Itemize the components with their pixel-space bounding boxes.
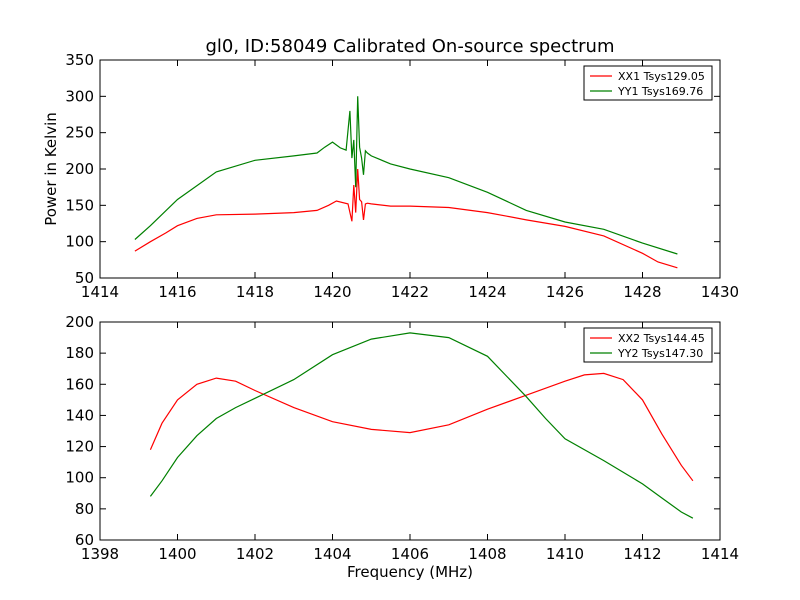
x-tick-label: 1410 <box>546 545 584 563</box>
chart-title: gl0, ID:58049 Calibrated On-source spect… <box>205 36 614 57</box>
y-tick-label: 200 <box>65 313 94 331</box>
x-tick-label: 1398 <box>81 545 119 563</box>
y-tick-label: 120 <box>65 438 94 456</box>
x-tick-label: 1404 <box>313 545 351 563</box>
x-tick-label: 1400 <box>158 545 196 563</box>
legend-label: YY2 Tsys147.30 <box>617 347 703 360</box>
legend-label: YY1 Tsys169.76 <box>617 85 703 98</box>
y-tick-label: 150 <box>65 196 94 214</box>
legend: XX1 Tsys129.05 YY1 Tsys169.76 <box>583 65 713 101</box>
x-tick-label: 1426 <box>546 283 584 301</box>
legend-label: XX2 Tsys144.45 <box>618 332 705 345</box>
legend-box <box>583 327 713 363</box>
x-tick-label: 1420 <box>313 283 351 301</box>
y-tick-label: 350 <box>65 51 94 69</box>
y-tick-label: 60 <box>75 531 94 549</box>
y-tick-label: 80 <box>75 500 94 518</box>
x-tick-label: 1428 <box>623 283 661 301</box>
series-line-yy1 <box>134 96 678 255</box>
y-axis-label: Power in Kelvin <box>42 112 60 226</box>
x-tick-label: 1402 <box>236 545 274 563</box>
y-tick-label: 200 <box>65 160 94 178</box>
series-line-xx2 <box>149 372 694 482</box>
y-tick-label: 100 <box>65 233 94 251</box>
x-tick-label: 1416 <box>158 283 196 301</box>
series-line-yy2 <box>149 332 694 519</box>
legend-label: XX1 Tsys129.05 <box>618 70 705 83</box>
y-tick-label: 300 <box>65 87 94 105</box>
legend-box <box>583 65 713 101</box>
x-tick-label: 1424 <box>468 283 506 301</box>
legend: XX2 Tsys144.45 YY2 Tsys147.30 <box>583 327 713 363</box>
y-tick-label: 50 <box>75 269 94 287</box>
x-tick-label: 1406 <box>391 545 429 563</box>
x-axis-label: Frequency (MHz) <box>347 563 473 581</box>
x-tick-label: 1430 <box>701 283 739 301</box>
x-tick-label: 1414 <box>701 545 739 563</box>
x-tick-label: 1418 <box>236 283 274 301</box>
top-panel: 1414 1416 1418 1420 1422 1424 1426 1428 1430 50 10… <box>42 36 739 301</box>
y-tick-label: 160 <box>65 375 94 393</box>
y-tick-label: 250 <box>65 124 94 142</box>
x-tick-label: 1422 <box>391 283 429 301</box>
y-tick-label: 140 <box>65 406 94 424</box>
x-tick-label: 1414 <box>81 283 119 301</box>
series-line-xx1 <box>134 168 678 269</box>
x-tick-label: 1408 <box>468 545 506 563</box>
y-tick-label: 100 <box>65 469 94 487</box>
y-tick-label: 180 <box>65 344 94 362</box>
x-tick-label: 1412 <box>623 545 661 563</box>
bottom-panel: 1398 1400 1402 1404 1406 1408 1410 1412 1414 60 80… <box>65 313 739 581</box>
